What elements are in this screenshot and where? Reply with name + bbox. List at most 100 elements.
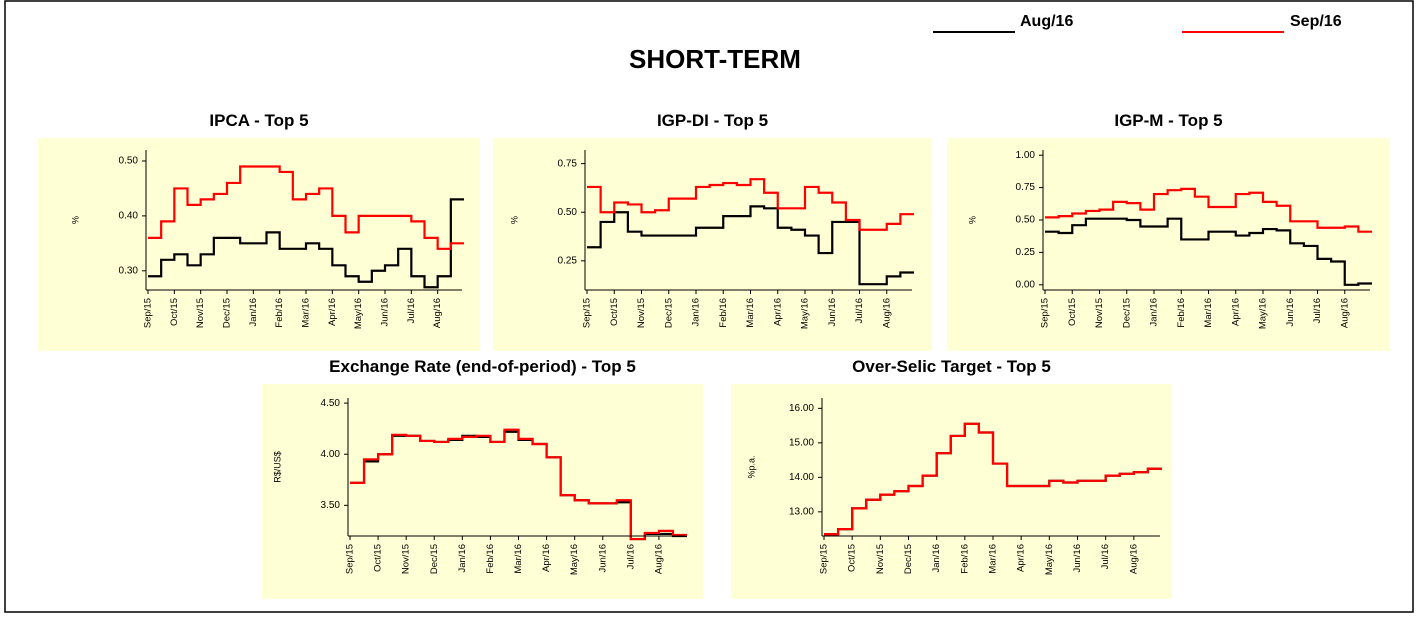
y-tick-label: 0.25: [558, 255, 578, 266]
x-tick-label: Aug/16: [881, 298, 892, 328]
chart-title: IGP-M - Top 5: [1114, 111, 1222, 130]
x-tick-label: Aug/16: [1128, 544, 1139, 574]
x-tick-label: Jul/16: [854, 298, 865, 323]
x-tick-label: Jul/16: [1100, 544, 1111, 569]
x-tick-label: Nov/15: [875, 544, 886, 574]
y-tick-label: 0.40: [119, 211, 139, 222]
y-axis-label: %: [967, 216, 977, 224]
y-tick-label: 1.00: [1016, 150, 1036, 161]
y-axis-label: %: [509, 216, 519, 224]
x-tick-label: May/16: [353, 298, 364, 329]
x-tick-label: Dec/15: [663, 298, 674, 328]
y-tick-label: 0.50: [558, 207, 578, 218]
chart-title: Over-Selic Target - Top 5: [852, 357, 1051, 376]
x-tick-label: Sep/15: [819, 544, 830, 574]
x-tick-label: Mar/16: [301, 298, 312, 328]
y-tick-label: 14.00: [789, 472, 814, 483]
x-tick-label: Feb/16: [1176, 298, 1187, 328]
y-tick-label: 0.75: [558, 158, 578, 169]
panel: [262, 384, 703, 599]
x-tick-label: Nov/15: [195, 298, 206, 328]
x-tick-label: Apr/16: [1230, 298, 1241, 326]
x-tick-label: Mar/16: [513, 544, 524, 574]
chart-title: Exchange Rate (end-of-period) - Top 5: [329, 357, 636, 376]
x-tick-label: Nov/15: [636, 298, 647, 328]
x-tick-label: Jun/16: [1072, 544, 1083, 573]
x-tick-label: Sep/15: [345, 544, 356, 574]
x-tick-label: Apr/16: [541, 544, 552, 572]
x-tick-label: Oct/15: [1067, 298, 1078, 326]
y-tick-label: 0.50: [1016, 215, 1036, 226]
x-tick-label: Oct/15: [169, 298, 180, 326]
x-tick-label: Oct/15: [373, 544, 384, 572]
x-tick-label: Aug/16: [653, 544, 664, 574]
y-tick-label: 15.00: [789, 437, 814, 448]
legend-label: Sep/16: [1290, 13, 1342, 30]
x-tick-label: Jan/16: [691, 298, 702, 327]
x-tick-label: Jun/16: [1285, 298, 1296, 327]
series-line: [148, 165, 464, 250]
main-title: SHORT-TERM: [629, 44, 801, 74]
series-line: [587, 178, 914, 231]
y-tick-label: 0.25: [1016, 247, 1036, 258]
x-tick-label: Mar/16: [745, 298, 756, 328]
x-tick-label: Jun/16: [597, 544, 608, 573]
legend-label: Aug/16: [1020, 13, 1073, 30]
chart-title: IPCA - Top 5: [209, 111, 308, 130]
y-tick-label: 0.00: [1016, 279, 1036, 290]
y-tick-label: 4.00: [321, 449, 341, 460]
x-tick-label: Sep/15: [143, 298, 154, 328]
x-tick-label: Jul/16: [625, 544, 636, 569]
x-tick-label: Jan/16: [1149, 298, 1160, 327]
x-tick-label: Jan/16: [248, 298, 259, 327]
x-tick-label: Jun/16: [827, 298, 838, 327]
x-tick-label: Dec/15: [1121, 298, 1132, 328]
x-tick-label: Sep/15: [1040, 298, 1051, 328]
x-tick-label: Feb/16: [274, 298, 285, 328]
x-tick-label: Oct/15: [609, 298, 620, 326]
panel: [493, 138, 932, 351]
chart-title: IGP-DI - Top 5: [657, 111, 768, 130]
x-tick-label: Jul/16: [406, 298, 417, 323]
series-line: [148, 198, 464, 289]
series-line: [1045, 217, 1372, 286]
x-tick-label: Jul/16: [1312, 298, 1323, 323]
x-tick-label: Feb/16: [485, 544, 496, 574]
x-tick-label: Aug/16: [432, 298, 443, 328]
x-tick-label: Dec/15: [429, 544, 440, 574]
y-tick-label: 0.75: [1016, 182, 1036, 193]
x-tick-label: Apr/16: [772, 298, 783, 326]
x-tick-label: Feb/16: [718, 298, 729, 328]
series-line: [587, 205, 914, 286]
x-tick-label: Dec/15: [222, 298, 233, 328]
y-tick-label: 0.50: [119, 156, 139, 167]
y-tick-label: 0.30: [119, 265, 139, 276]
x-tick-label: May/16: [800, 298, 811, 329]
series-line: [824, 422, 1162, 536]
y-tick-label: 4.50: [321, 398, 341, 409]
y-tick-label: 16.00: [789, 403, 814, 414]
x-tick-label: May/16: [1258, 298, 1269, 329]
x-tick-label: Mar/16: [1203, 298, 1214, 328]
x-tick-label: Aug/16: [1339, 298, 1350, 328]
x-tick-label: Nov/15: [401, 544, 412, 574]
y-axis-label: %: [70, 216, 80, 224]
x-tick-label: Jan/16: [457, 544, 468, 573]
x-tick-label: Sep/15: [582, 298, 593, 328]
y-axis-label: %p.a.: [746, 455, 756, 478]
series-line: [350, 428, 687, 541]
x-tick-label: Jun/16: [380, 298, 391, 327]
panel: [38, 138, 480, 351]
y-axis-label: R$/US$: [272, 451, 282, 483]
y-tick-label: 13.00: [789, 506, 814, 517]
series-line: [1045, 187, 1372, 233]
x-tick-label: May/16: [1044, 544, 1055, 575]
x-tick-label: Apr/16: [1016, 544, 1027, 572]
x-tick-label: Apr/16: [327, 298, 338, 326]
x-tick-label: Mar/16: [988, 544, 999, 574]
x-tick-label: Dec/15: [903, 544, 914, 574]
x-tick-label: Jan/16: [931, 544, 942, 573]
panel: [731, 384, 1172, 599]
y-tick-label: 3.50: [321, 500, 341, 511]
